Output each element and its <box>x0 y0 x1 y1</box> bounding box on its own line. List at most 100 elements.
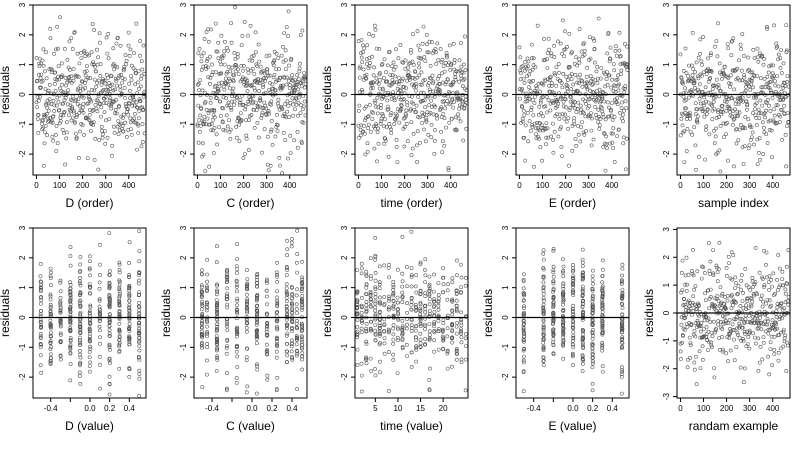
data-point <box>368 61 372 65</box>
data-point <box>581 357 585 362</box>
data-point <box>611 146 616 150</box>
data-point <box>43 87 48 92</box>
x-tick-label: 300 <box>99 181 113 190</box>
data-point <box>730 293 734 298</box>
data-point <box>360 320 364 325</box>
data-point <box>432 151 437 156</box>
data-point <box>709 51 713 56</box>
data-point <box>78 352 83 357</box>
data-point <box>380 62 385 66</box>
data-point <box>44 76 49 81</box>
data-point <box>708 320 713 324</box>
data-point <box>275 279 280 284</box>
data-point <box>89 129 93 134</box>
data-point <box>362 131 367 136</box>
data-point <box>63 75 68 80</box>
data-point <box>381 76 386 80</box>
data-point <box>86 75 91 80</box>
data-point <box>620 61 625 66</box>
data-point <box>616 88 621 93</box>
data-point <box>231 86 236 91</box>
data-point <box>567 65 572 69</box>
data-point <box>378 301 383 306</box>
data-point <box>764 262 768 267</box>
data-point <box>215 301 220 305</box>
data-point <box>780 316 784 321</box>
data-point <box>577 27 582 32</box>
data-point <box>137 259 142 264</box>
data-point <box>275 260 280 265</box>
data-point <box>275 298 280 303</box>
data-point <box>618 111 622 115</box>
data-point <box>581 277 585 282</box>
data-point <box>403 58 408 63</box>
data-point <box>388 113 393 118</box>
data-point <box>373 254 378 258</box>
data-point <box>590 116 594 121</box>
data-point <box>73 73 78 78</box>
data-point <box>734 315 739 320</box>
data-point <box>117 285 122 290</box>
data-point <box>442 143 447 148</box>
data-point <box>609 85 614 90</box>
data-point <box>91 120 96 125</box>
data-point <box>608 45 613 50</box>
data-point <box>608 56 612 61</box>
data-point <box>688 355 693 360</box>
data-point <box>95 80 100 85</box>
data-point <box>388 73 393 78</box>
data-point <box>138 53 142 58</box>
data-point <box>561 257 565 262</box>
data-point <box>404 326 409 331</box>
data-point <box>67 74 72 79</box>
data-point <box>117 267 122 272</box>
data-point <box>265 302 269 307</box>
data-point <box>294 310 299 315</box>
data-point <box>771 324 776 329</box>
data-point <box>707 132 712 137</box>
data-point <box>38 261 43 266</box>
data-point <box>757 360 762 365</box>
y-axis-label: residuals <box>320 66 334 114</box>
data-point <box>780 71 784 75</box>
data-point <box>521 286 526 291</box>
data-point <box>49 326 53 331</box>
data-point <box>570 148 575 153</box>
data-point <box>680 288 685 293</box>
data-point <box>299 289 304 294</box>
data-point <box>682 297 687 302</box>
data-point <box>450 82 455 87</box>
data-point <box>364 282 369 287</box>
data-point <box>405 322 409 327</box>
data-point <box>731 253 736 258</box>
data-point <box>299 139 304 144</box>
data-point <box>55 141 60 146</box>
data-point <box>753 245 758 250</box>
data-point <box>39 334 43 339</box>
data-point <box>117 300 122 305</box>
data-point <box>275 326 279 331</box>
y-tick-label: 1 <box>179 285 188 290</box>
data-point <box>779 346 783 351</box>
data-point <box>78 312 83 317</box>
data-point <box>234 376 239 380</box>
data-point <box>359 295 364 300</box>
data-point <box>205 279 210 284</box>
data-point <box>587 104 592 108</box>
data-point <box>713 134 718 139</box>
data-point <box>786 343 790 348</box>
data-point <box>383 117 387 122</box>
x-axis-label: E (value) <box>548 419 596 433</box>
data-point <box>68 338 73 343</box>
data-point <box>728 82 733 86</box>
data-point <box>720 335 724 339</box>
data-point <box>454 331 459 336</box>
data-point <box>610 140 615 145</box>
data-point <box>205 320 210 325</box>
data-point <box>205 334 209 339</box>
data-point <box>357 75 362 80</box>
data-point <box>137 393 142 398</box>
data-point <box>689 88 694 93</box>
data-point <box>541 330 546 335</box>
data-point <box>574 55 578 60</box>
